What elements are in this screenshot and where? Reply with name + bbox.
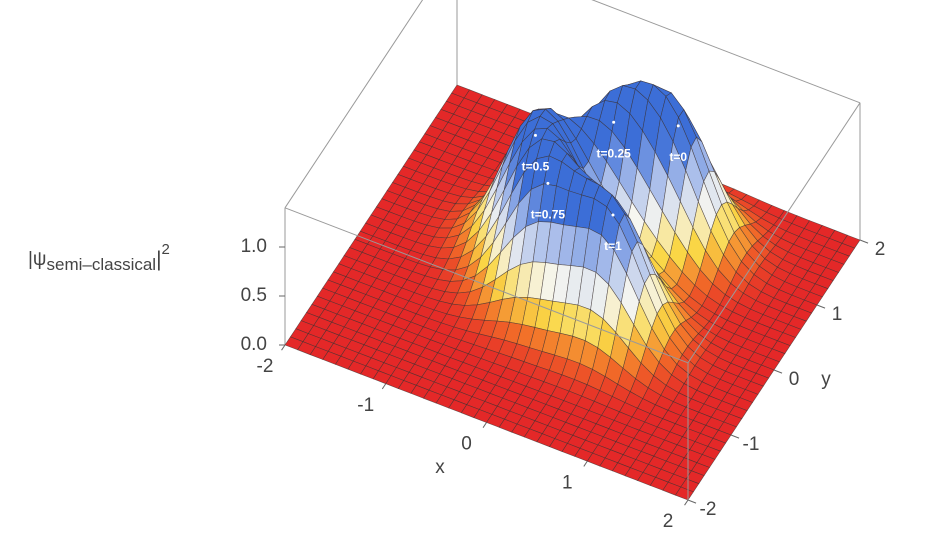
surface-cell [674,486,694,501]
x-tick-label: -2 [257,356,274,377]
peak-marker [612,120,616,124]
peak-marker [676,124,680,128]
x-tick-label: 2 [663,511,674,532]
z-label-sub: semi–classical [46,255,156,274]
z-tick-label: 0.5 [241,285,267,306]
z-label-prefix: |ψ [28,249,46,270]
z-label-suffix: | [156,248,161,271]
x-tick [381,383,387,390]
x-tick [583,460,588,467]
y-tick-label: 2 [875,239,886,260]
y-tick [859,239,869,244]
box-edge [687,102,861,364]
y-tick [730,434,740,439]
y-tick-label: -1 [743,434,760,455]
box-edge [284,0,424,209]
peak-annotation: t=1 [604,239,622,253]
x-axis-label: x [435,457,445,478]
z-tick-label: 1.0 [241,236,267,257]
y-tick [773,369,783,374]
box-edge [591,0,861,104]
z-axis-label: |ψsemi–classical|2 [28,241,170,275]
y-tick-label: 1 [832,304,843,325]
y-tick [687,499,697,504]
box-edge [284,207,689,364]
x-tick-label: 1 [562,472,573,493]
x-tick [482,422,487,428]
y-axis-label: y [821,369,831,390]
z-tick-label: 0.0 [241,334,267,355]
peak-annotation: t=0 [669,150,687,164]
surface [284,80,861,501]
y-tick [816,304,826,309]
peak-annotation: t=0.25 [596,146,631,160]
x-tick-label: 0 [461,434,472,455]
y-tick-label: 0 [789,369,800,390]
x-tick [684,499,689,506]
x-tick [281,344,286,351]
peak-annotation: t=0.5 [522,160,550,174]
peak-marker [546,181,550,185]
peak-marker [533,133,537,137]
y-tick-label: -2 [700,499,717,520]
peak-annotation: t=0.75 [531,208,566,222]
x-tick-label: -1 [357,395,374,416]
z-label-sup: 2 [162,241,170,258]
peak-marker [611,213,615,217]
